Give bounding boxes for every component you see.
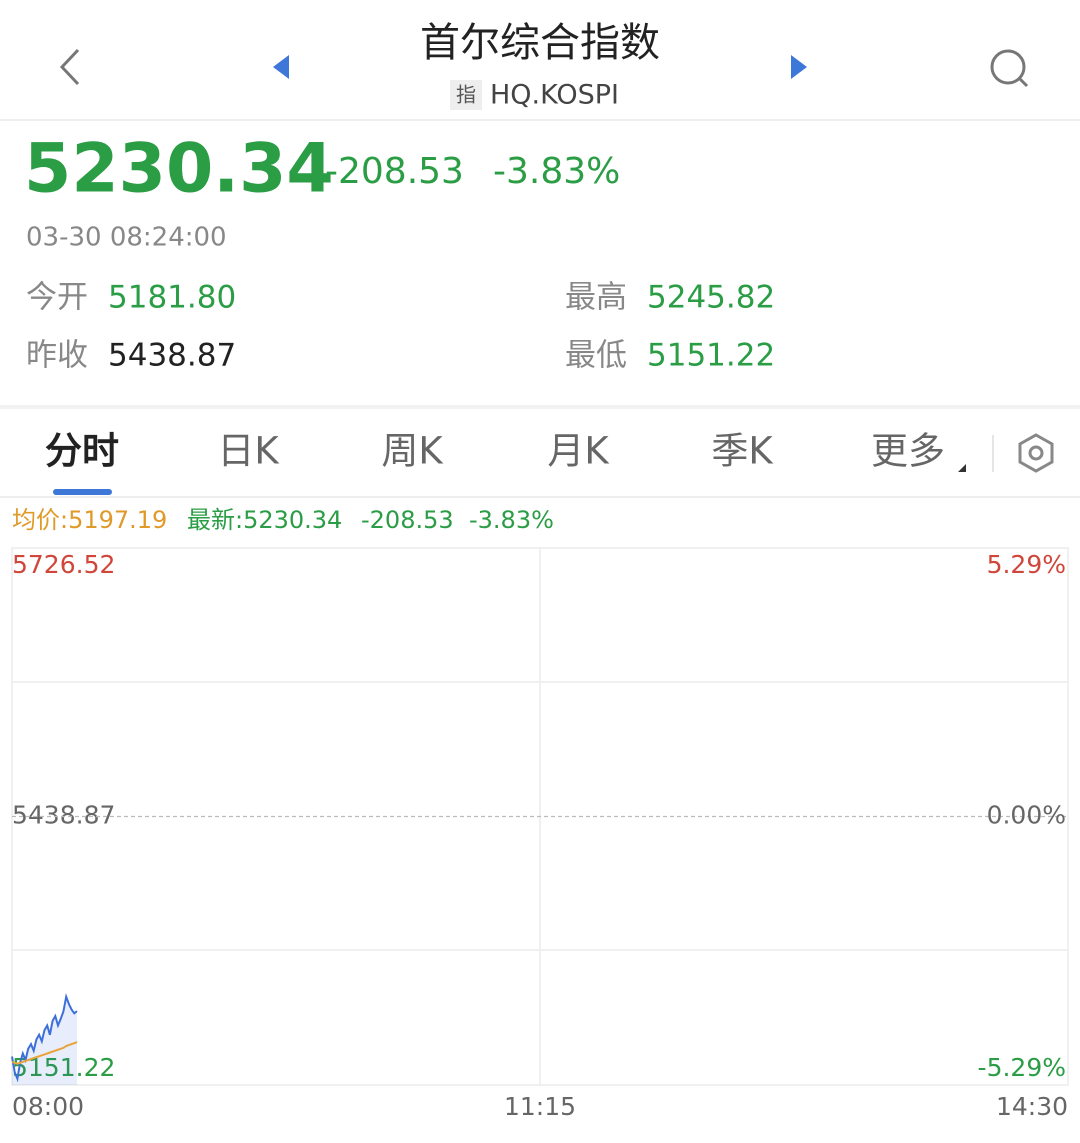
avg-price: 均价:5197.19 <box>12 506 167 534</box>
title: 首尔综合指数 <box>420 20 660 66</box>
tab[interactable]: 分时 <box>45 430 119 473</box>
stat-label: 今开 <box>26 280 88 316</box>
search-button[interactable] <box>990 49 1029 88</box>
info-change-pct: -3.83% <box>469 506 554 534</box>
y2-tick-label: 0.00% <box>987 801 1066 830</box>
y-tick-label: 5151.22 <box>12 1053 115 1082</box>
y2-tick-label: -5.29% <box>978 1053 1066 1082</box>
code: HQ.KOSPI <box>490 80 619 111</box>
y-tick-label: 5438.87 <box>12 801 115 830</box>
stat-label: 昨收 <box>26 338 88 374</box>
time: 03-30 08:24:00 <box>26 223 227 253</box>
price-line <box>11 992 78 1083</box>
stat-value: 5438.87 <box>108 338 236 374</box>
settings-button[interactable] <box>1018 433 1054 473</box>
stat-value: 5245.82 <box>647 280 775 316</box>
x-tick-label: 08:00 <box>12 1092 84 1121</box>
price: 5230.34 <box>24 130 334 209</box>
tab-indicator <box>53 489 112 495</box>
badge-bg <box>450 80 482 110</box>
price-area <box>12 996 77 1085</box>
prev-button[interactable] <box>273 55 289 79</box>
back-button[interactable] <box>59 48 80 86</box>
x-tick-label: 11:15 <box>504 1092 576 1121</box>
y-tick-label: 5726.52 <box>12 550 115 579</box>
x-tick-label: 14:30 <box>996 1092 1068 1121</box>
change: -208.53 <box>325 151 464 192</box>
stat-label: 最高 <box>565 280 627 316</box>
stat-value: 5151.22 <box>647 338 775 374</box>
change-pct: -3.83% <box>493 151 620 192</box>
badge: 指 <box>456 83 476 107</box>
latest-price: 最新:5230.34 <box>187 506 342 534</box>
dropdown-arrow <box>958 464 966 472</box>
tab[interactable]: 周K <box>381 430 444 473</box>
avg-line <box>11 1041 78 1065</box>
stat-value: 5181.80 <box>108 280 236 316</box>
tab[interactable]: 月K <box>547 430 610 473</box>
tab[interactable]: 更多 <box>871 430 945 473</box>
tab[interactable]: 日K <box>217 430 280 473</box>
y2-tick-label: 5.29% <box>987 550 1066 579</box>
next-button[interactable] <box>791 55 807 79</box>
separator <box>0 405 1080 409</box>
stat-label: 最低 <box>565 338 627 374</box>
tab[interactable]: 季K <box>711 430 774 473</box>
info-change: -208.53 <box>361 506 454 534</box>
